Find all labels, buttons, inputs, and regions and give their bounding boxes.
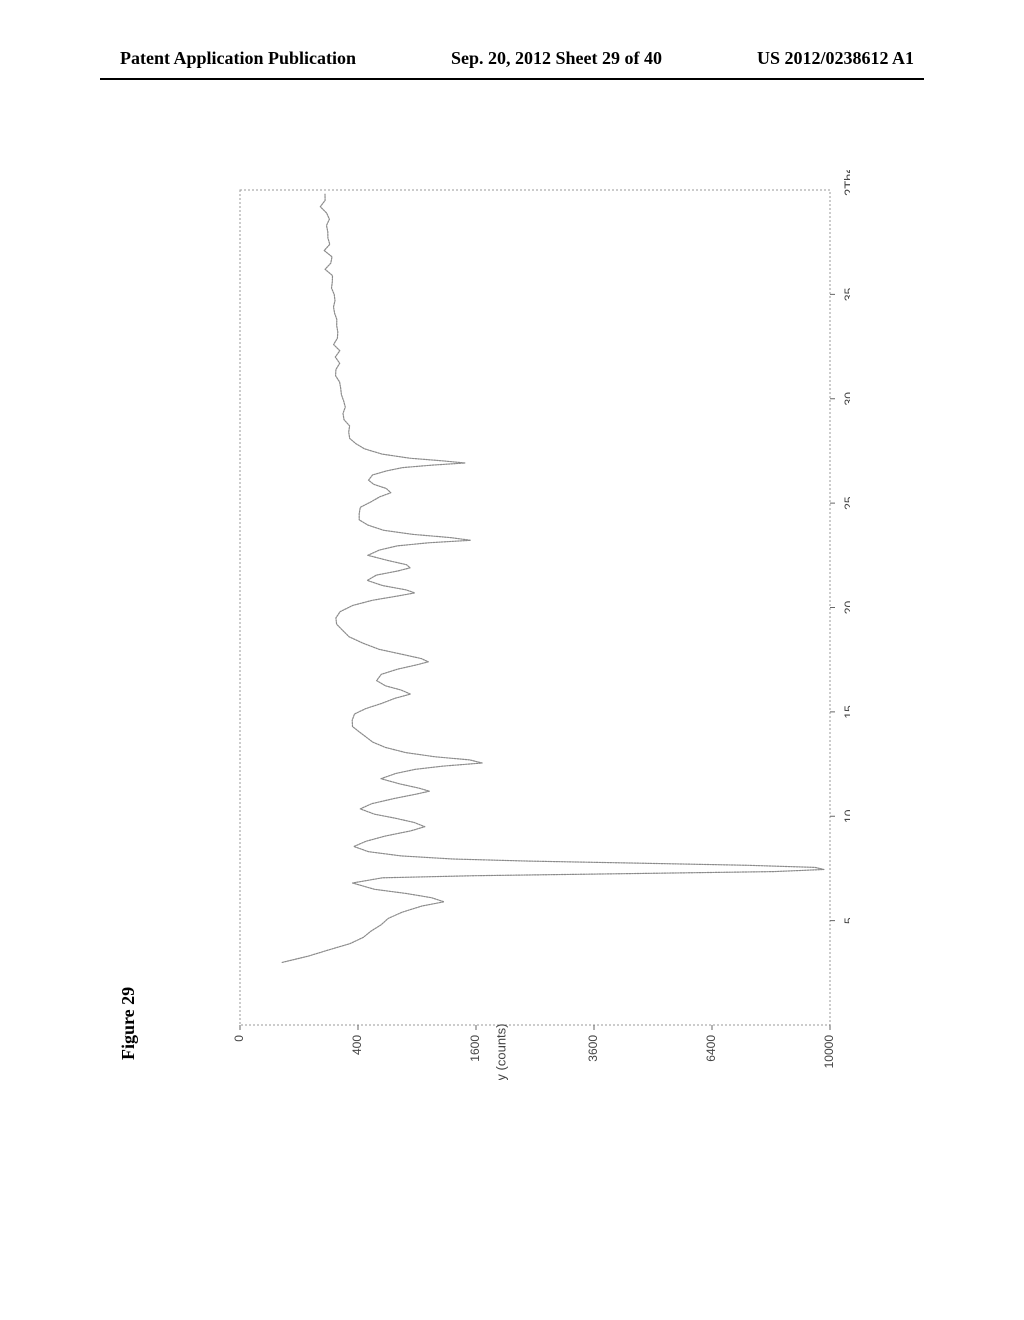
svg-text:6400: 6400 — [704, 1035, 718, 1062]
page-header: Patent Application Publication Sep. 20, … — [0, 48, 1024, 69]
svg-text:400: 400 — [350, 1035, 364, 1055]
svg-text:35: 35 — [842, 287, 850, 301]
svg-text:15: 15 — [842, 705, 850, 719]
svg-text:20: 20 — [842, 601, 850, 615]
svg-text:10000: 10000 — [822, 1035, 836, 1069]
svg-text:5: 5 — [842, 917, 850, 924]
svg-text:3600: 3600 — [586, 1035, 600, 1062]
header-rule — [100, 78, 924, 80]
svg-text:Intensity (counts): Intensity (counts) — [494, 1024, 509, 1081]
xrd-chart: 0 400 1600 3600 6400 10000 Intensity (counts) 5… — [170, 170, 850, 1080]
svg-text:30: 30 — [842, 392, 850, 406]
svg-text:1600: 1600 — [468, 1035, 482, 1062]
svg-text:0: 0 — [232, 1035, 246, 1042]
svg-text:25: 25 — [842, 496, 850, 510]
svg-text:2Theta (°): 2Theta (°) — [842, 170, 850, 196]
header-left: Patent Application Publication — [120, 48, 356, 69]
page: Patent Application Publication Sep. 20, … — [0, 0, 1024, 1320]
svg-text:10: 10 — [842, 809, 850, 823]
xrd-chart-svg: 0 400 1600 3600 6400 10000 Intensity (counts) 5… — [170, 170, 850, 1080]
figure-label: Figure 29 — [118, 987, 139, 1060]
header-center: Sep. 20, 2012 Sheet 29 of 40 — [451, 48, 662, 69]
header-right: US 2012/0238612 A1 — [757, 48, 914, 69]
